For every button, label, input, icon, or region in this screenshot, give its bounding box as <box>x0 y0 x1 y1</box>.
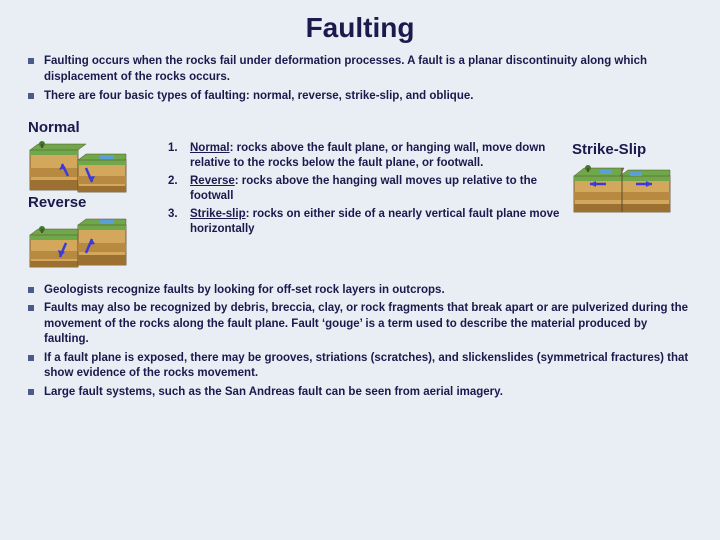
intro-bullets: Faulting occurs when the rocks fail unde… <box>28 54 692 105</box>
bullet-item: If a fault plane is exposed, there may b… <box>28 351 692 382</box>
list-number: 2. <box>168 174 190 205</box>
list-item: 3. Strike-slip: rocks on either side of … <box>168 207 572 238</box>
list-number: 3. <box>168 207 190 238</box>
left-diagrams: Normal <box>28 119 168 269</box>
bullet-marker <box>28 389 34 395</box>
list-text: Reverse: rocks above the hanging wall mo… <box>190 174 572 205</box>
def-text: : rocks on either side of a nearly verti… <box>190 208 559 236</box>
list-text: Normal: rocks above the fault plane, or … <box>190 141 572 172</box>
def-text: : rocks above the fault plane, or hangin… <box>190 142 545 170</box>
bullet-text: Faults may also be recognized by debris,… <box>44 301 692 348</box>
bullet-marker <box>28 355 34 361</box>
term: Reverse <box>190 175 235 187</box>
mid-section: Normal <box>28 119 692 269</box>
bullet-item: Large fault systems, such as the San And… <box>28 385 692 401</box>
bullet-item: Geologists recognize faults by looking f… <box>28 283 692 299</box>
list-item: 1. Normal: rocks above the fault plane, … <box>168 141 572 172</box>
strike-slip-diagram <box>572 162 672 216</box>
bullet-marker <box>28 305 34 311</box>
bullet-item: Faults may also be recognized by debris,… <box>28 301 692 348</box>
definitions-list: 1. Normal: rocks above the fault plane, … <box>168 119 572 269</box>
right-diagram: Strike-Slip <box>572 119 692 269</box>
bullet-marker <box>28 287 34 293</box>
page-title: Faulting <box>28 12 692 44</box>
bullet-item: Faulting occurs when the rocks fail unde… <box>28 54 692 85</box>
normal-label: Normal <box>28 119 168 136</box>
strike-slip-label: Strike-Slip <box>572 141 692 158</box>
list-number: 1. <box>168 141 190 172</box>
bullet-text: Faulting occurs when the rocks fail unde… <box>44 54 692 85</box>
list-item: 2. Reverse: rocks above the hanging wall… <box>168 174 572 205</box>
bullet-text: If a fault plane is exposed, there may b… <box>44 351 692 382</box>
outro-bullets: Geologists recognize faults by looking f… <box>28 283 692 401</box>
bullet-item: There are four basic types of faulting: … <box>28 89 692 105</box>
bullet-marker <box>28 93 34 99</box>
list-text: Strike-slip: rocks on either side of a n… <box>190 207 572 238</box>
bullet-text: Large fault systems, such as the San And… <box>44 385 503 401</box>
reverse-label: Reverse <box>28 194 168 211</box>
def-text: : rocks above the hanging wall moves up … <box>190 175 537 203</box>
term: Strike-slip <box>190 208 246 220</box>
bullet-text: There are four basic types of faulting: … <box>44 89 473 105</box>
slide: Faulting Faulting occurs when the rocks … <box>0 0 720 415</box>
reverse-fault-diagram <box>28 215 128 269</box>
term: Normal <box>190 142 230 154</box>
normal-fault-diagram <box>28 140 128 194</box>
bullet-marker <box>28 58 34 64</box>
bullet-text: Geologists recognize faults by looking f… <box>44 283 445 299</box>
